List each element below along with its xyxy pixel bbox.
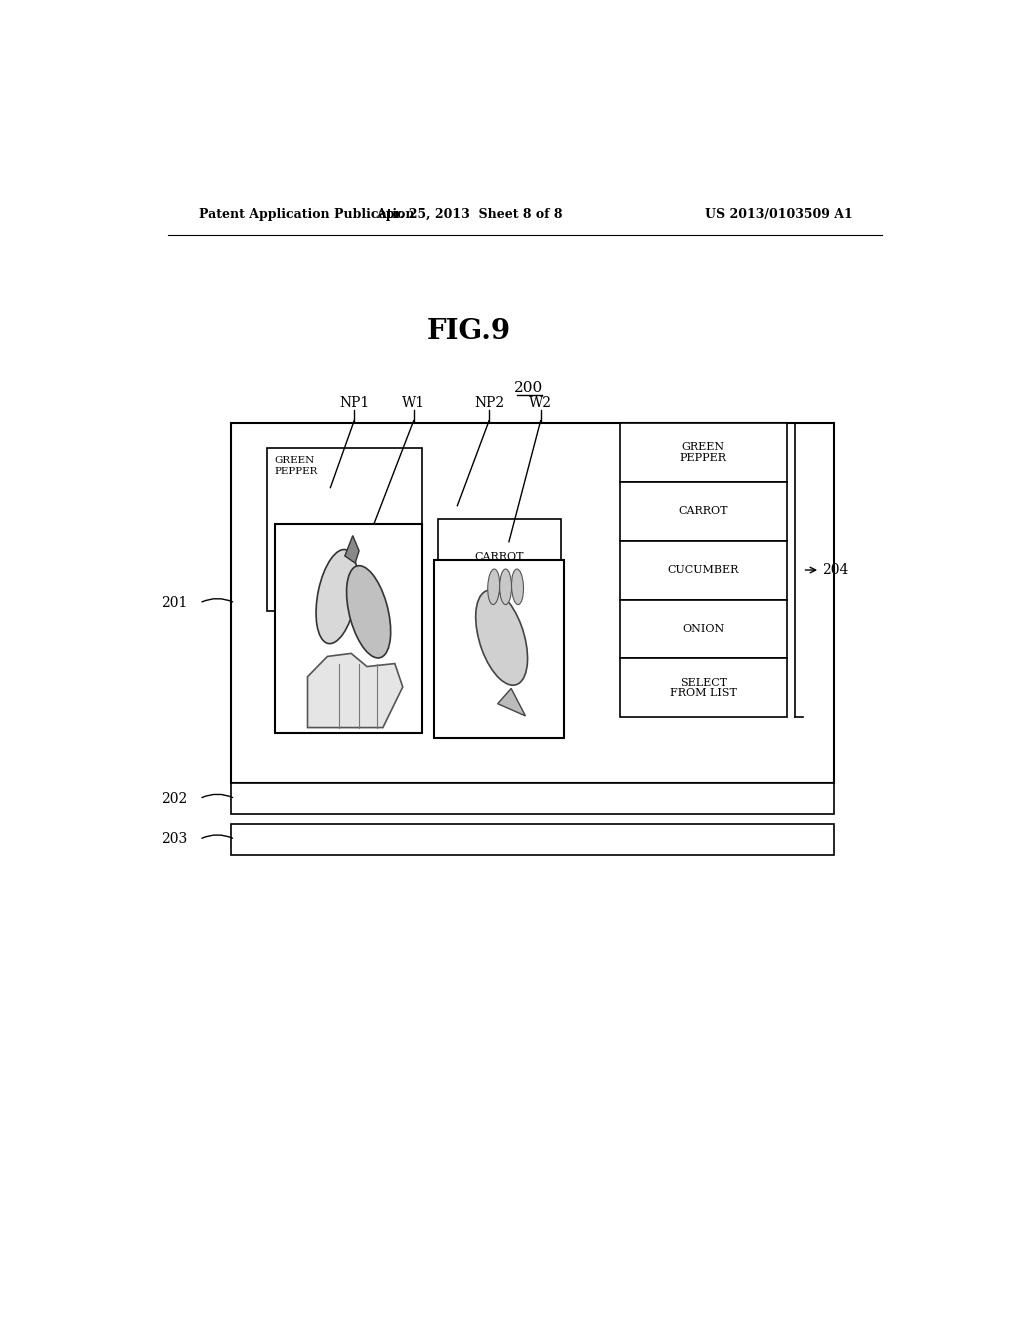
Polygon shape bbox=[498, 689, 525, 715]
FancyBboxPatch shape bbox=[620, 599, 786, 659]
Text: W2: W2 bbox=[529, 396, 552, 411]
Ellipse shape bbox=[500, 569, 512, 605]
Text: GREEN
PEPPER: GREEN PEPPER bbox=[680, 442, 727, 462]
Polygon shape bbox=[345, 536, 359, 564]
FancyBboxPatch shape bbox=[620, 422, 786, 482]
Text: FIG.9: FIG.9 bbox=[427, 318, 511, 345]
Ellipse shape bbox=[316, 549, 357, 644]
Text: Patent Application Publication: Patent Application Publication bbox=[200, 207, 415, 220]
Text: Apr. 25, 2013  Sheet 8 of 8: Apr. 25, 2013 Sheet 8 of 8 bbox=[376, 207, 562, 220]
FancyBboxPatch shape bbox=[433, 560, 564, 738]
FancyBboxPatch shape bbox=[231, 422, 835, 784]
Text: CARROT: CARROT bbox=[679, 506, 728, 516]
Ellipse shape bbox=[346, 566, 391, 657]
FancyBboxPatch shape bbox=[620, 482, 786, 541]
FancyBboxPatch shape bbox=[620, 541, 786, 599]
FancyBboxPatch shape bbox=[620, 659, 786, 718]
Polygon shape bbox=[307, 653, 402, 727]
Text: US 2013/0103509 A1: US 2013/0103509 A1 bbox=[705, 207, 853, 220]
FancyBboxPatch shape bbox=[267, 447, 422, 611]
Text: 203: 203 bbox=[161, 833, 187, 846]
FancyBboxPatch shape bbox=[437, 519, 560, 595]
Text: ONION: ONION bbox=[682, 624, 725, 634]
Ellipse shape bbox=[476, 590, 527, 685]
FancyBboxPatch shape bbox=[231, 784, 835, 814]
Text: 200: 200 bbox=[514, 381, 544, 395]
Text: GREEN
PEPPER: GREEN PEPPER bbox=[274, 457, 318, 475]
Text: 204: 204 bbox=[822, 564, 849, 577]
FancyBboxPatch shape bbox=[231, 824, 835, 854]
Text: W1: W1 bbox=[402, 396, 425, 411]
Ellipse shape bbox=[512, 569, 523, 605]
Text: 201: 201 bbox=[161, 597, 187, 610]
Text: SELECT
FROM LIST: SELECT FROM LIST bbox=[670, 677, 737, 698]
Text: CARROT: CARROT bbox=[474, 552, 523, 562]
Text: 202: 202 bbox=[161, 792, 187, 805]
FancyBboxPatch shape bbox=[274, 524, 422, 733]
Text: NP2: NP2 bbox=[474, 396, 504, 411]
Ellipse shape bbox=[487, 569, 500, 605]
Text: CUCUMBER: CUCUMBER bbox=[668, 565, 739, 576]
Text: NP1: NP1 bbox=[339, 396, 370, 411]
